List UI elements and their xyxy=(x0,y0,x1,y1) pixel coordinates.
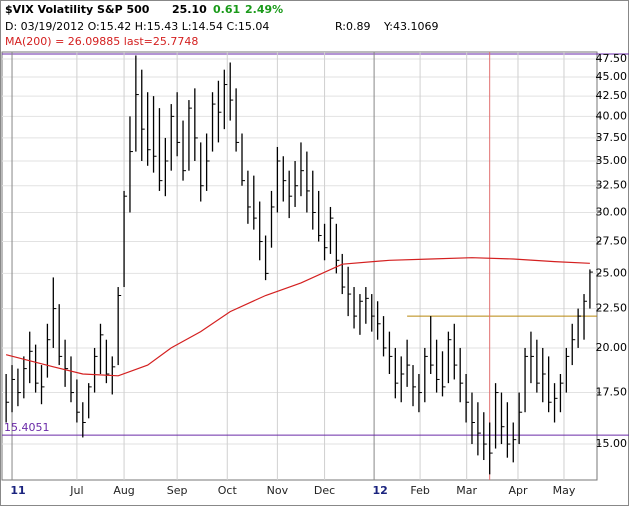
moving-average xyxy=(5,257,590,377)
y-tick-label: 32.50 xyxy=(596,179,628,192)
x-tick-label: 11 xyxy=(10,484,25,497)
y-tick-label: 30.00 xyxy=(596,205,628,218)
x-tick-label: Sep xyxy=(167,484,188,497)
x-tick-label: 12 xyxy=(372,484,387,497)
x-tick-label: Nov xyxy=(267,484,289,497)
y-tick-label: 37.50 xyxy=(596,131,628,144)
reference-label: 15.4051 xyxy=(4,421,50,434)
x-tick-label: Mar xyxy=(456,484,477,497)
ohlc-info: D: 03/19/2012 O:15.42 H:15.43 L:14.54 C:… xyxy=(5,20,269,33)
y-tick-label: 45.00 xyxy=(596,70,628,83)
y-info: Y:43.1069 xyxy=(383,20,438,33)
y-tick-label: 40.00 xyxy=(596,109,628,122)
y-tick-label: 15.00 xyxy=(596,437,628,450)
x-tick-label: May xyxy=(553,484,576,497)
change: 0.61 xyxy=(213,3,240,16)
x-tick-label: Dec xyxy=(314,484,335,497)
y-tick-label: 35.00 xyxy=(596,154,628,167)
last-price: 25.10 xyxy=(172,3,207,16)
y-tick-label: 42.50 xyxy=(596,89,628,102)
y-tick-label: 20.00 xyxy=(596,341,628,354)
r-info: R:0.89 xyxy=(335,20,371,33)
x-tick-label: Oct xyxy=(218,484,238,497)
x-tick-label: Apr xyxy=(508,484,528,497)
x-tick-label: Jul xyxy=(69,484,83,497)
x-tick-label: Feb xyxy=(410,484,429,497)
y-tick-label: 27.50 xyxy=(596,235,628,248)
y-tick-label: 47.50 xyxy=(596,52,628,65)
ma-label: MA(200) = 26.09885 last=25.7748 xyxy=(5,35,198,48)
chart-title: $VIX Volatility S&P 500 xyxy=(5,3,150,16)
x-tick-label: Aug xyxy=(113,484,134,497)
plot-area xyxy=(1,51,598,481)
y-tick-label: 25.00 xyxy=(596,266,628,279)
y-tick-label: 17.50 xyxy=(596,386,628,399)
y-tick-label: 22.50 xyxy=(596,302,628,315)
change-pct: 2.49% xyxy=(245,3,283,16)
